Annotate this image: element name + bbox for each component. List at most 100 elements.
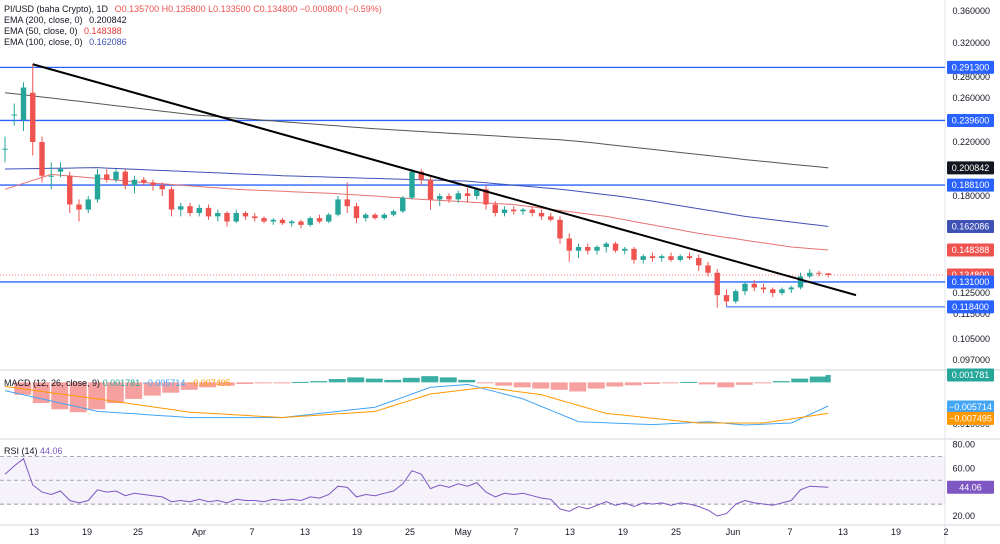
time-axis-tick-label: 25 <box>405 527 415 537</box>
candle-body <box>474 189 480 196</box>
candle <box>94 169 101 203</box>
badge-text: 0.148388 <box>952 245 990 255</box>
candle <box>104 169 110 183</box>
candle-body <box>492 204 498 213</box>
macd-histogram-bar <box>550 382 568 390</box>
candle <box>409 169 415 200</box>
candle <box>168 186 175 217</box>
candle-body <box>353 206 360 219</box>
candle <box>511 206 517 215</box>
candle-body <box>797 276 804 288</box>
candle <box>76 199 82 222</box>
candle-body <box>76 204 82 210</box>
candle-body <box>751 283 757 288</box>
rsi-legend[interactable]: RSI (14) 44.06 <box>4 446 63 456</box>
candle-body <box>150 182 156 186</box>
rsi-value-badge[interactable]: 44.06 <box>947 480 994 494</box>
price-badge[interactable]: 0.239600 <box>947 113 994 127</box>
descending-trendline[interactable] <box>32 63 857 297</box>
candle-body <box>825 273 831 275</box>
time-axis-tick-label: 7 <box>787 527 792 537</box>
candle-body <box>67 175 73 205</box>
candle <box>390 209 397 217</box>
candle <box>57 162 64 178</box>
macd-histogram-bar <box>384 379 402 383</box>
macd-histogram-bar <box>217 382 235 386</box>
candle-body <box>760 287 767 290</box>
candle-body <box>39 142 45 176</box>
candle <box>307 216 313 227</box>
price-levels-layer <box>0 66 945 308</box>
macd-value-badge[interactable]: 0.001781 <box>947 368 994 382</box>
ema200-row[interactable]: EMA (200, close, 0) 0.200842 <box>4 15 386 26</box>
macd-histogram-bar <box>236 382 254 385</box>
candle-body <box>538 213 545 217</box>
candle-body <box>427 179 434 200</box>
candle <box>418 169 424 186</box>
ema50-row[interactable]: EMA (50, close, 0) 0.148388 <box>4 26 386 37</box>
candle <box>677 254 683 262</box>
macd-line-badge[interactable]: −0.005714 <box>947 400 994 414</box>
macd-histogram-bar <box>624 382 642 386</box>
candle-body <box>566 238 572 251</box>
main-legend: PI/USD (baha Crypto), 1D O0.135700 H0.13… <box>4 4 386 48</box>
ema50-label: EMA (50, close, 0) <box>4 26 78 36</box>
candle <box>668 252 674 262</box>
rsi-axis-tick-label: 20.00 <box>952 511 975 521</box>
macd-value-1: 0.001781 <box>102 378 141 388</box>
badge-text: 0.134800 <box>952 270 990 280</box>
badge-text: 0.188100 <box>952 180 990 190</box>
candle-body <box>215 213 221 217</box>
candle-body <box>501 209 508 213</box>
ema50-value: 0.148388 <box>84 26 122 36</box>
candle <box>11 103 17 126</box>
candle-body <box>113 171 119 180</box>
badge-text: 0.131000 <box>952 277 990 287</box>
candle-body <box>686 256 693 259</box>
ema50-line <box>4 173 829 251</box>
rsi-axis-tick-label: 60.00 <box>952 463 975 473</box>
macd-legend[interactable]: MACD (12, 26, close, 9) 0.001781 −0.0057… <box>4 378 231 388</box>
candle <box>566 233 572 262</box>
signal-line <box>4 386 829 424</box>
price-badge[interactable]: 0.162086 <box>947 219 994 233</box>
signal-line-badge[interactable]: −0.007495 <box>947 411 994 425</box>
macd-histogram-bar <box>680 381 698 383</box>
candle-body <box>437 196 443 200</box>
time-axis-tick-label: 2 <box>943 527 948 537</box>
candle <box>483 185 489 210</box>
candle <box>131 175 138 194</box>
price-badge[interactable]: 0.118400 <box>947 300 994 314</box>
macd-histogram-bar <box>772 381 790 383</box>
macd-histogram-bar <box>439 377 457 383</box>
candle-body <box>742 283 748 292</box>
candle-body <box>603 243 609 247</box>
candle <box>437 193 443 207</box>
candle <box>316 214 323 224</box>
symbol-title[interactable]: PI/USD (baha Crypto), 1D <box>4 4 109 14</box>
candle-body <box>816 272 822 274</box>
time-axis-tick-label: 13 <box>838 527 848 537</box>
candle <box>594 245 600 255</box>
candle <box>825 273 831 278</box>
price-badge[interactable]: 0.291300 <box>947 60 994 74</box>
candle-body <box>668 256 674 260</box>
ema200-value: 0.200842 <box>89 15 127 25</box>
candle <box>779 287 785 296</box>
candle <box>215 209 221 222</box>
macd-histogram-bar <box>825 374 831 383</box>
time-axis-tick-label: May <box>454 527 472 537</box>
price-badge[interactable]: 0.148388 <box>947 243 994 257</box>
badge-background <box>947 368 994 382</box>
candle-body <box>335 199 341 215</box>
price-badge[interactable]: 0.131000 <box>947 275 994 289</box>
price-axis-tick-label: 0.097000 <box>952 355 990 365</box>
badge-text: 0.001781 <box>952 370 990 380</box>
price-badge[interactable]: 0.200842 <box>947 161 994 175</box>
candle <box>631 247 637 264</box>
price-badge[interactable]: 0.188100 <box>947 178 994 192</box>
macd-histogram-bar <box>643 382 661 385</box>
candle <box>335 196 341 217</box>
badge-text: −0.005714 <box>949 402 992 412</box>
ema100-row[interactable]: EMA (100, close, 0) 0.162086 <box>4 37 386 48</box>
